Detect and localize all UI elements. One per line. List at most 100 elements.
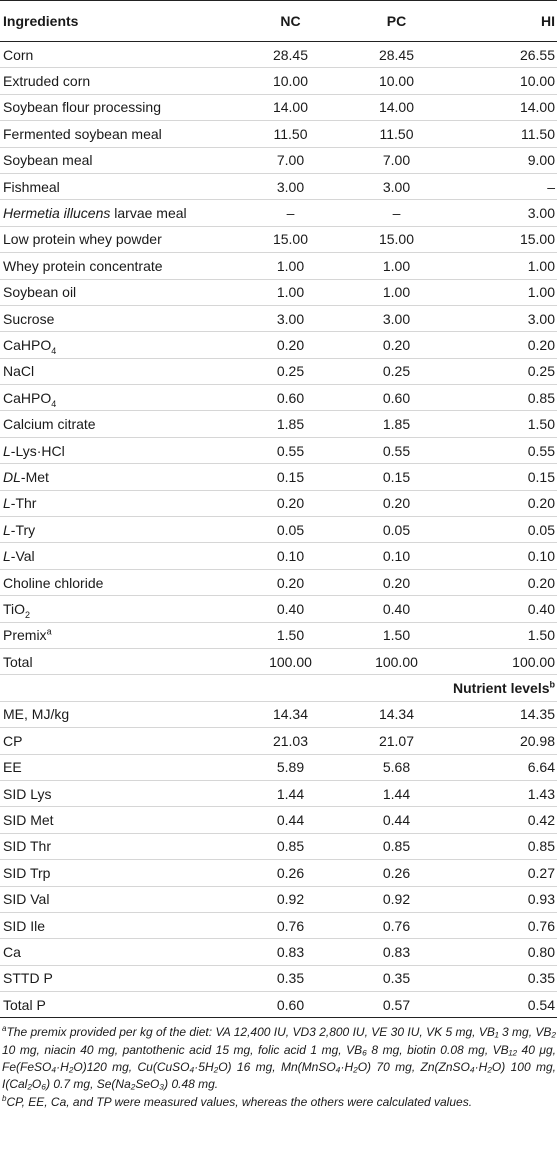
ingredient-cell: Soybean meal [0, 147, 238, 173]
ingredient-name: Soybean meal [3, 152, 93, 169]
table-row: L-Thr 0.20 0.20 0.20 [0, 490, 557, 517]
value-hi: 0.20 [527, 495, 555, 512]
ingredient-italic: L [3, 548, 11, 565]
table-row: DL-Met 0.15 0.15 0.15 [0, 464, 557, 491]
ingredient-name: Soybean flour processing [3, 99, 161, 116]
table-row: NaCl 0.25 0.25 0.25 [0, 358, 557, 385]
value-hi: 0.20 [527, 574, 555, 591]
value-nc: 5.89 [276, 759, 305, 776]
footnote-b-mark: b [2, 1093, 7, 1103]
value-hi: 1.43 [527, 785, 555, 802]
table-row: SID Trp 0.26 0.26 0.27 [0, 860, 557, 886]
table-row: STTD P 0.35 0.35 0.35 [0, 965, 557, 992]
nutrient-name: EE [3, 759, 22, 776]
value-nc: 14.34 [272, 706, 309, 723]
table-row: SID Lys 1.44 1.44 1.43 [0, 780, 557, 807]
section-heading: Nutrient levels [453, 680, 550, 697]
ingredient-name: Total [3, 653, 33, 670]
table-row: ME, MJ/kg 14.34 14.34 14.35 [0, 701, 557, 728]
value-hi: 1.00 [527, 257, 555, 274]
header-row: Ingredients NC PC HI [0, 0, 557, 42]
value-hi: 10.00 [519, 73, 555, 90]
value-pc: 0.85 [382, 838, 411, 855]
value-hi: 20.98 [519, 732, 555, 749]
value-pc: 0.20 [382, 574, 411, 591]
table-row: SID Thr 0.85 0.85 0.85 [0, 833, 557, 860]
ingredient-name: -Val [10, 548, 35, 565]
value-nc: 0.40 [276, 600, 305, 617]
value-pc: 5.68 [382, 759, 411, 776]
ingredient-cell: Sucrose [0, 305, 238, 331]
value-pc: 0.83 [382, 943, 411, 960]
ingredient-footnote-mark: a [46, 626, 52, 637]
ingredient-name: Sucrose [3, 310, 55, 327]
table-row: SID Val 0.92 0.92 0.93 [0, 886, 557, 913]
value-pc: 0.05 [382, 521, 411, 538]
ingredient-name: -Lys·HCl [10, 442, 65, 459]
ingredient-name: Fermented soybean meal [3, 125, 162, 142]
table-row: Soybean meal 7.00 7.00 9.00 [0, 147, 557, 174]
value-pc: 0.10 [382, 548, 411, 565]
value-hi: 0.85 [527, 389, 555, 406]
value-hi: 0.85 [527, 838, 555, 855]
table-row: SID Met 0.44 0.44 0.42 [0, 807, 557, 834]
table-row: Sucrose 3.00 3.00 3.00 [0, 305, 557, 332]
value-hi: 0.54 [527, 996, 555, 1013]
ingredient-cell: Calcium citrate [0, 411, 238, 437]
header-nc: NC [238, 0, 344, 42]
ingredient-name: Premix [3, 627, 47, 644]
table-row: Low protein whey powder 15.00 15.00 15.00 [0, 226, 557, 253]
value-nc: 0.20 [276, 495, 305, 512]
table-row: Choline chloride 0.20 0.20 0.20 [0, 569, 557, 596]
nutrient-name: SID Met [3, 812, 54, 829]
nutrient-name: Total P [3, 996, 46, 1013]
ingredient-cell: Fishmeal [0, 173, 238, 199]
nutrient-name: SID Val [3, 891, 50, 908]
value-pc: 1.00 [382, 257, 411, 274]
value-hi: 0.93 [527, 891, 555, 908]
value-nc: 7.00 [276, 152, 305, 169]
value-hi: 3.00 [527, 310, 555, 327]
header-hi: HI [450, 0, 557, 42]
header-pc: PC [344, 0, 450, 42]
nutrient-section: Nutrient levelsb [0, 675, 557, 702]
ingredient-name: Fishmeal [3, 178, 60, 195]
ingredient-cell: L-Lys·HCl [0, 437, 238, 463]
value-hi: 26.55 [519, 46, 555, 63]
ingredient-subscript: 4 [51, 398, 57, 409]
ingredient-name: larvae meal [110, 205, 187, 222]
table-row: L-Lys·HCl 0.55 0.55 0.55 [0, 437, 557, 464]
value-pc: 0.20 [382, 495, 411, 512]
value-pc: 0.25 [382, 363, 411, 380]
nutrient-name: SID Lys [3, 785, 52, 802]
ingredient-name: Whey protein concentrate [3, 257, 163, 274]
table-row: Total P 0.60 0.57 0.54 [0, 992, 557, 1018]
value-nc: 11.50 [273, 125, 308, 142]
table-row: L-Try 0.05 0.05 0.05 [0, 517, 557, 543]
ingredient-name: NaCl [3, 363, 35, 380]
ingredient-cell: CaHPO4 [0, 332, 238, 358]
value-pc: 100.00 [375, 653, 418, 670]
table-row: Corn 28.45 28.45 26.55 [0, 42, 557, 68]
value-nc: 0.44 [276, 812, 305, 829]
ingredient-italic: Hermetia illucens [3, 205, 111, 222]
value-hi: – [547, 178, 555, 195]
ingredient-name: Extruded corn [3, 73, 91, 90]
value-nc: 0.15 [276, 468, 305, 485]
value-nc: 10.00 [272, 73, 309, 90]
value-hi: 9.00 [527, 152, 555, 169]
value-nc: 0.83 [276, 943, 305, 960]
nutrient-name: Ca [3, 943, 21, 960]
value-hi: 14.35 [519, 706, 555, 723]
ingredient-cell: Extruded corn [0, 68, 238, 94]
table-row: CP 21.03 21.07 20.98 [0, 728, 557, 755]
table-row: CaHPO4 0.20 0.20 0.20 [0, 332, 557, 359]
ingredient-cell: Total [0, 648, 238, 674]
ingredient-cell: Whey protein concentrate [0, 253, 238, 279]
value-pc: 0.35 [382, 970, 411, 987]
value-hi: 1.50 [527, 627, 555, 644]
value-nc: 3.00 [276, 178, 305, 195]
value-pc: 3.00 [382, 178, 411, 195]
table-row: L-Val 0.10 0.10 0.10 [0, 543, 557, 570]
value-pc: 28.45 [378, 46, 415, 63]
